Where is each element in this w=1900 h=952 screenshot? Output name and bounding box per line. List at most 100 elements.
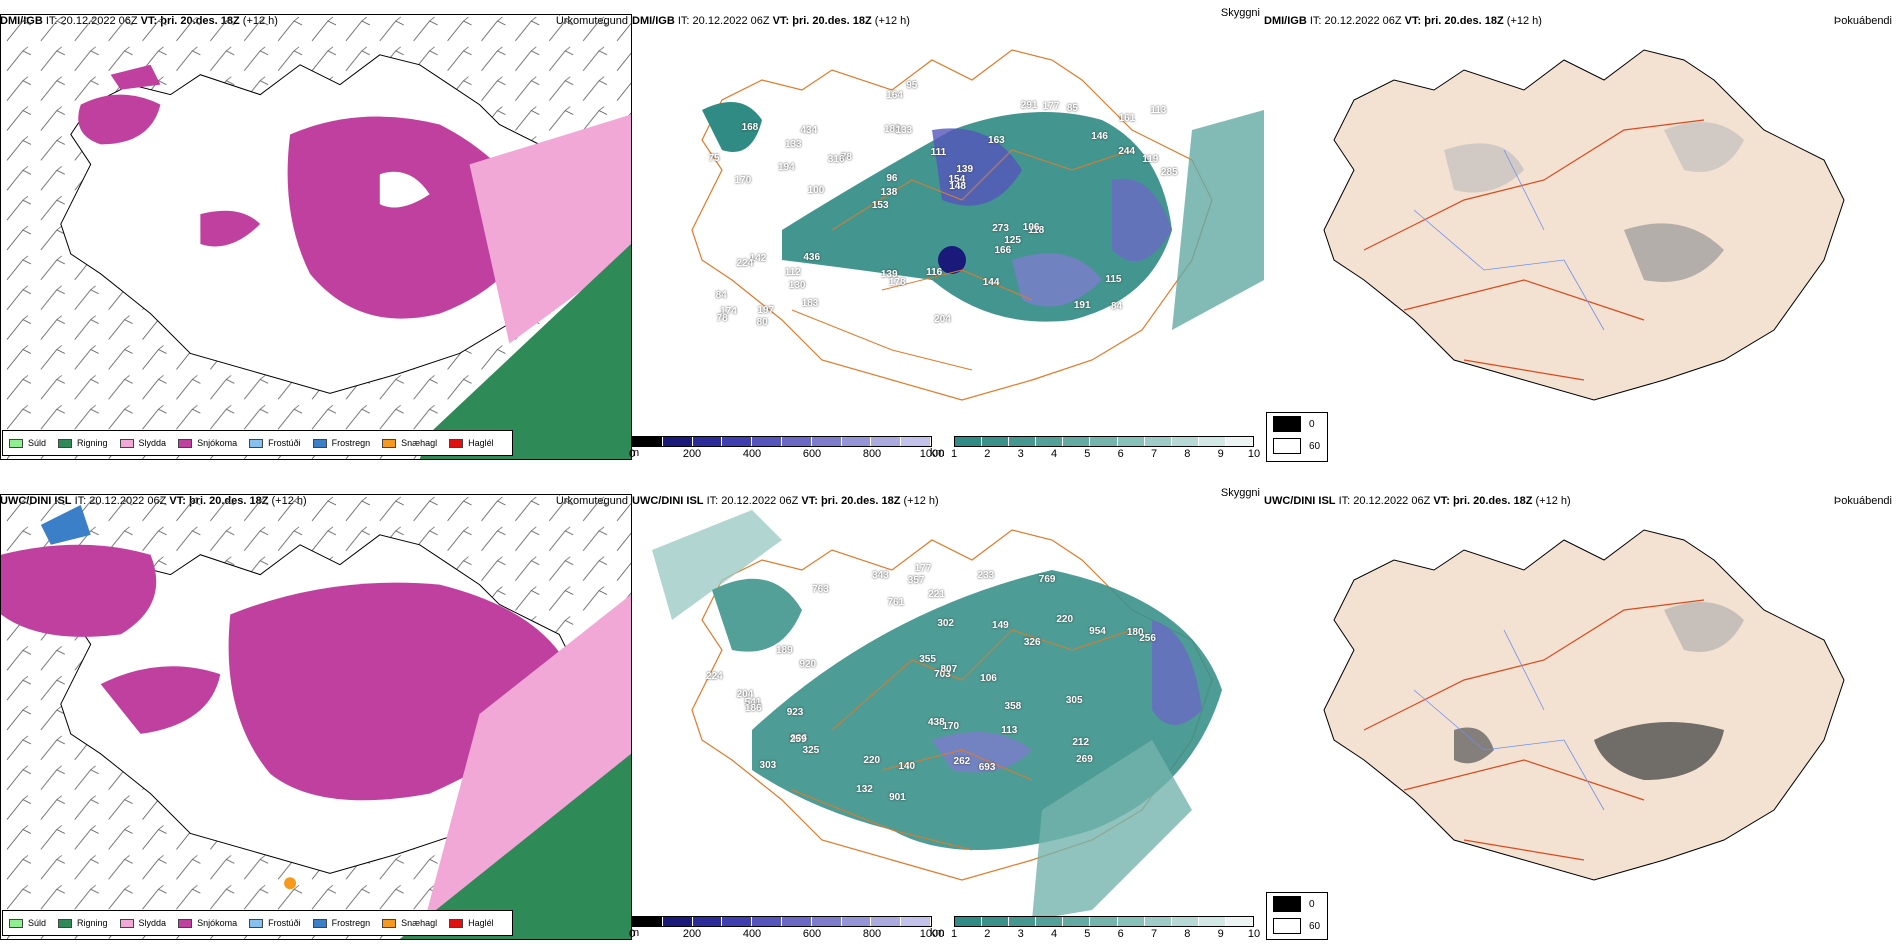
- visibility-value-label: 146: [1091, 131, 1108, 143]
- lead-time: (+12 h): [903, 495, 939, 507]
- colorbar-segment: [901, 917, 931, 926]
- visibility-value-label: 142: [749, 253, 767, 265]
- visibility-value-label: 116: [926, 267, 943, 279]
- legend-swatch: [449, 918, 464, 928]
- legend-item: Haglél: [449, 918, 494, 928]
- visibility-value-label: 183: [801, 297, 819, 309]
- visibility-map[interactable]: 84 170 161 153 163 197 182 111 142 78 84 130 133 139 1…: [632, 30, 1264, 440]
- fog-map[interactable]: [1264, 510, 1896, 920]
- visibility-value-label: 118: [1028, 224, 1045, 236]
- visibility-value-label: 149: [992, 620, 1009, 632]
- visibility-value-label: 194: [777, 162, 795, 174]
- fog-legend-item: 0: [1267, 413, 1327, 435]
- it-value: 20.12.2022 06Z: [1353, 495, 1431, 507]
- vt-label: VT:: [1433, 495, 1450, 507]
- legend-item: Súld: [9, 438, 46, 448]
- it-value: 20.12.2022 06Z: [692, 15, 770, 27]
- vt-value: þri. 20.des. 18Z: [1452, 495, 1533, 507]
- colorbar-unit: km: [930, 447, 945, 459]
- model-name: UWC/DINI ISL: [632, 495, 704, 507]
- colorbar-segment: [722, 917, 753, 926]
- fog-label: 60: [1309, 920, 1321, 932]
- visibility-value-label: 154: [948, 173, 966, 185]
- panel-title: Skyggni: [1220, 487, 1260, 499]
- visibility-value-label: 703: [934, 669, 951, 681]
- colorbar-tick: 200: [682, 928, 702, 940]
- model-name: DMI/IGB: [1264, 15, 1307, 27]
- colorbar-bar: [954, 916, 1254, 927]
- map-canvas: [1, 15, 631, 459]
- visibility-value-label: 769: [1038, 574, 1056, 586]
- map-canvas: [652, 510, 1222, 920]
- fog-map[interactable]: [1264, 30, 1896, 440]
- visibility-value-label: 204: [934, 313, 951, 325]
- colorbar-segment: [781, 437, 812, 446]
- it-value: 20.12.2022 06Z: [1324, 15, 1402, 27]
- visibility-value-label: 166: [994, 244, 1012, 256]
- vt-value: þri. 20.des. 18Z: [792, 15, 872, 27]
- colorbar-segment: [722, 437, 753, 446]
- visibility-m-colorbar: 0 200 400 600 800 1000 m: [629, 916, 944, 944]
- legend-item: Frostregn: [312, 918, 370, 928]
- legend-item: Snæhagl: [382, 918, 437, 928]
- colorbar-segment: [662, 437, 693, 446]
- visibility-value-label: 153: [871, 200, 889, 212]
- visibility-value-label: 434: [800, 124, 818, 136]
- legend-swatch: [58, 918, 73, 928]
- panel-title: Skyggni: [1220, 7, 1260, 19]
- legend-swatch: [178, 438, 193, 448]
- colorbar-tick: 2: [984, 448, 991, 460]
- colorbar-segment: [633, 917, 663, 926]
- visibility-value-label: 273: [992, 223, 1009, 235]
- colorbar-segment: [871, 437, 902, 446]
- precip-type-map[interactable]: [0, 494, 632, 940]
- visibility-value-label: 355: [919, 653, 936, 665]
- colorbar-tick: 1: [950, 928, 958, 940]
- colorbar-segment: [781, 917, 812, 926]
- colorbar-segment: [752, 437, 782, 446]
- visibility-value-label: 100: [807, 185, 825, 197]
- colorbar-segment: [811, 917, 842, 926]
- legend-swatch: [9, 438, 23, 448]
- visibility-value-label: 305: [1065, 694, 1083, 706]
- visibility-value-label: 144: [982, 276, 1000, 288]
- visibility-value-label: 113: [1150, 105, 1167, 117]
- legend-swatch: [9, 918, 23, 928]
- fog-swatch: [1273, 918, 1301, 934]
- colorbar-segment: [1144, 437, 1172, 446]
- legend-label: Frostúði: [268, 918, 301, 928]
- visibility-value-label: 343: [872, 570, 889, 582]
- colorbar-segment: [752, 917, 782, 926]
- legend-label: Snjókoma: [197, 918, 238, 928]
- colorbar-tick: 8: [1184, 928, 1191, 940]
- visibility-value-label: 358: [1004, 701, 1022, 713]
- legend-label: Rigning: [77, 438, 108, 448]
- colorbar-segment: [692, 917, 723, 926]
- panel-header: DMI/IGB IT: 20.12.2022 06Z VT: þri. 20.d…: [632, 7, 1264, 30]
- colorbar-ticks: 1 2 3 4 5 6 7 8 9 10: [951, 447, 1260, 461]
- visibility-value-label: 761: [887, 597, 905, 609]
- colorbar-unit: m: [630, 447, 640, 459]
- visibility-value-label: 139: [880, 269, 898, 281]
- visibility-m-colorbar: 0 200 400 600 800 1000 m: [629, 436, 944, 464]
- visibility-value-label: 693: [978, 762, 996, 774]
- fog-colorbar: 0 60: [1266, 412, 1328, 462]
- panel-header: UWC/DINI ISL IT: 20.12.2022 06Z VT: þri.…: [1264, 492, 1896, 510]
- lead-time: (+12 h): [1535, 495, 1571, 507]
- colorbar-tick: 5: [1084, 928, 1091, 940]
- visibility-value-label: 220: [863, 755, 881, 767]
- visibility-value-label: 161: [1118, 113, 1136, 125]
- legend-label: Slydda: [138, 918, 167, 928]
- legend-swatch: [249, 438, 264, 448]
- precip-type-map[interactable]: [0, 14, 632, 460]
- it-label: IT:: [706, 495, 719, 507]
- fog-legend-item: 60: [1267, 915, 1327, 937]
- colorbar-tick: 800: [862, 448, 882, 460]
- visibility-map[interactable]: 303 769 763 220 170 920 923 936 954 326 204 177 113 7…: [632, 510, 1264, 920]
- colorbar-segment: [841, 437, 872, 446]
- colorbar-tick: 3: [1017, 448, 1024, 460]
- visibility-value-label: 936: [790, 733, 808, 744]
- visibility-value-label: 224: [706, 671, 723, 683]
- colorbar-segment: [662, 917, 693, 926]
- visibility-value-label: 164: [886, 89, 903, 101]
